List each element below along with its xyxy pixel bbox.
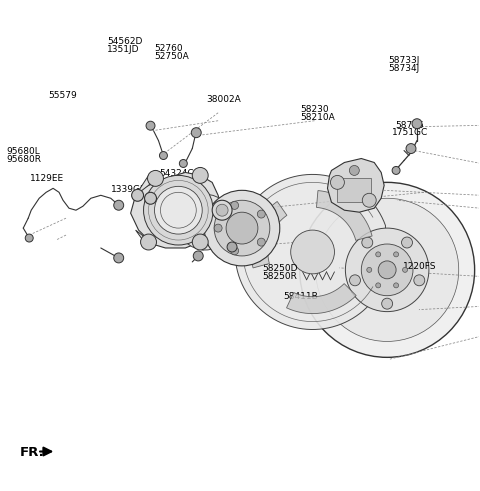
Circle shape — [257, 238, 265, 246]
Circle shape — [291, 230, 335, 274]
Polygon shape — [235, 174, 385, 329]
Circle shape — [159, 152, 168, 160]
Text: 54562D: 54562D — [108, 37, 143, 46]
Circle shape — [204, 191, 280, 266]
Text: 52752: 52752 — [178, 182, 206, 191]
Circle shape — [178, 194, 233, 250]
Text: 52760: 52760 — [154, 44, 183, 53]
Circle shape — [349, 275, 360, 286]
Circle shape — [349, 165, 360, 175]
Circle shape — [394, 252, 398, 257]
Circle shape — [378, 261, 396, 279]
Polygon shape — [136, 230, 156, 248]
Circle shape — [362, 237, 373, 248]
Circle shape — [330, 175, 344, 190]
Circle shape — [214, 224, 222, 232]
Circle shape — [212, 200, 232, 220]
Circle shape — [394, 283, 398, 288]
Circle shape — [361, 244, 413, 296]
Text: 58411B: 58411B — [283, 292, 318, 301]
Circle shape — [192, 128, 201, 137]
Text: 52750A: 52750A — [154, 52, 189, 60]
Circle shape — [227, 242, 237, 252]
Circle shape — [187, 204, 223, 240]
Text: 1129EE: 1129EE — [30, 174, 64, 183]
Circle shape — [367, 268, 372, 273]
Circle shape — [382, 298, 393, 309]
Text: 58230: 58230 — [300, 105, 329, 114]
Circle shape — [144, 175, 213, 245]
Polygon shape — [287, 284, 356, 314]
Circle shape — [226, 212, 258, 244]
Circle shape — [144, 192, 156, 204]
Circle shape — [346, 228, 429, 312]
Circle shape — [214, 200, 270, 256]
Circle shape — [392, 166, 400, 174]
Circle shape — [160, 192, 196, 228]
Polygon shape — [316, 191, 372, 241]
Text: 58726: 58726 — [395, 121, 424, 130]
Polygon shape — [337, 178, 371, 202]
Circle shape — [25, 234, 33, 242]
Circle shape — [412, 119, 422, 129]
Circle shape — [114, 200, 124, 210]
Text: 58210A: 58210A — [300, 112, 335, 122]
Circle shape — [155, 187, 202, 234]
Text: 1339GB: 1339GB — [111, 185, 147, 194]
Circle shape — [403, 268, 408, 273]
Polygon shape — [131, 172, 222, 248]
Text: 95680R: 95680R — [6, 155, 41, 164]
Text: 58250D: 58250D — [262, 265, 298, 273]
Text: 52730A: 52730A — [169, 200, 204, 209]
Circle shape — [132, 190, 144, 201]
Text: 55579: 55579 — [48, 91, 77, 100]
Text: FR.: FR. — [20, 446, 44, 459]
Circle shape — [167, 198, 190, 222]
Circle shape — [141, 234, 156, 250]
Circle shape — [362, 193, 376, 207]
Circle shape — [180, 160, 187, 167]
Circle shape — [114, 253, 124, 263]
Circle shape — [230, 247, 239, 255]
Text: 58734J: 58734J — [388, 64, 419, 73]
Circle shape — [376, 252, 381, 257]
Polygon shape — [136, 175, 156, 195]
Circle shape — [414, 275, 425, 286]
Text: 1220FS: 1220FS — [403, 262, 437, 271]
Text: 1351JD: 1351JD — [108, 45, 140, 54]
Circle shape — [192, 167, 208, 183]
Circle shape — [216, 204, 228, 216]
Circle shape — [193, 251, 203, 261]
Text: 95680L: 95680L — [6, 147, 40, 156]
Polygon shape — [251, 201, 287, 268]
Circle shape — [300, 182, 475, 357]
Text: 58733J: 58733J — [388, 56, 420, 65]
Circle shape — [406, 143, 416, 154]
Text: 1751GC: 1751GC — [392, 128, 428, 137]
Circle shape — [257, 210, 265, 218]
Circle shape — [315, 198, 459, 341]
Circle shape — [402, 237, 412, 248]
Text: 58250R: 58250R — [262, 272, 297, 281]
Circle shape — [146, 121, 155, 130]
Circle shape — [192, 234, 208, 250]
Circle shape — [147, 170, 164, 187]
Text: 54324C: 54324C — [159, 169, 193, 178]
Circle shape — [230, 201, 239, 209]
Circle shape — [376, 283, 381, 288]
Text: 38002A: 38002A — [206, 95, 241, 104]
Polygon shape — [327, 159, 384, 212]
